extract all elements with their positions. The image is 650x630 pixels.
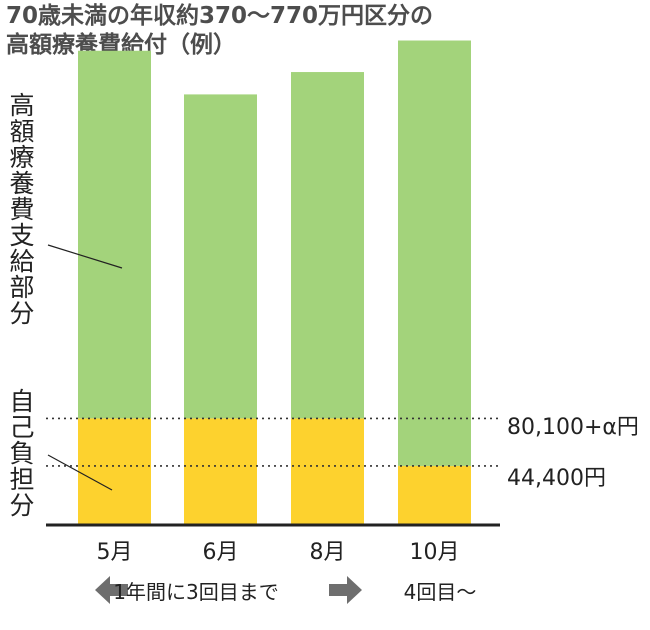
self-pay-label-leader [47, 454, 113, 491]
self-pay-bar-1 [78, 418, 151, 525]
self-pay-bar-3 [291, 418, 364, 525]
x-tick-label-1: 5月 [97, 540, 133, 565]
benefit-bar-2 [184, 94, 257, 419]
x-tick-label-3: 8月 [310, 540, 346, 565]
footer-row: 1年間に3回目まで 4回目〜 [95, 576, 476, 604]
footer-left-text: 1年間に3回目まで [113, 580, 278, 604]
reference-lines-group [46, 417, 500, 467]
chart-title: 70歳未満の年収約370〜770万円区分の 高額療養費給付（例） [6, 2, 566, 60]
chart-title-line1: 70歳未満の年収約370〜770万円区分の [6, 3, 434, 29]
left-arrow-icon [95, 576, 128, 604]
benefit-bar-3 [291, 72, 364, 419]
footer-right-text: 4回目〜 [404, 580, 477, 604]
x-tick-label-2: 6月 [203, 540, 239, 565]
x-tick-labels-group: 5月 6月 8月 10月 [97, 540, 460, 565]
x-tick-label-4: 10月 [410, 540, 460, 565]
benefit-label-leader [47, 244, 123, 269]
benefit-bar-1 [78, 50, 151, 419]
bars-group [78, 40, 471, 525]
self-pay-portion-label: 自己負担分 [6, 388, 35, 518]
upper-reference-label: 80,100+α円 [507, 415, 639, 440]
lower-reference-label: 44,400円 [507, 466, 606, 491]
benefit-bar-4 [398, 40, 471, 466]
self-pay-bar-4 [398, 465, 471, 525]
benefit-portion-label: 高額療養費支給部分 [6, 92, 35, 326]
self-pay-bar-2 [184, 418, 257, 525]
right-arrow-icon [329, 576, 362, 604]
